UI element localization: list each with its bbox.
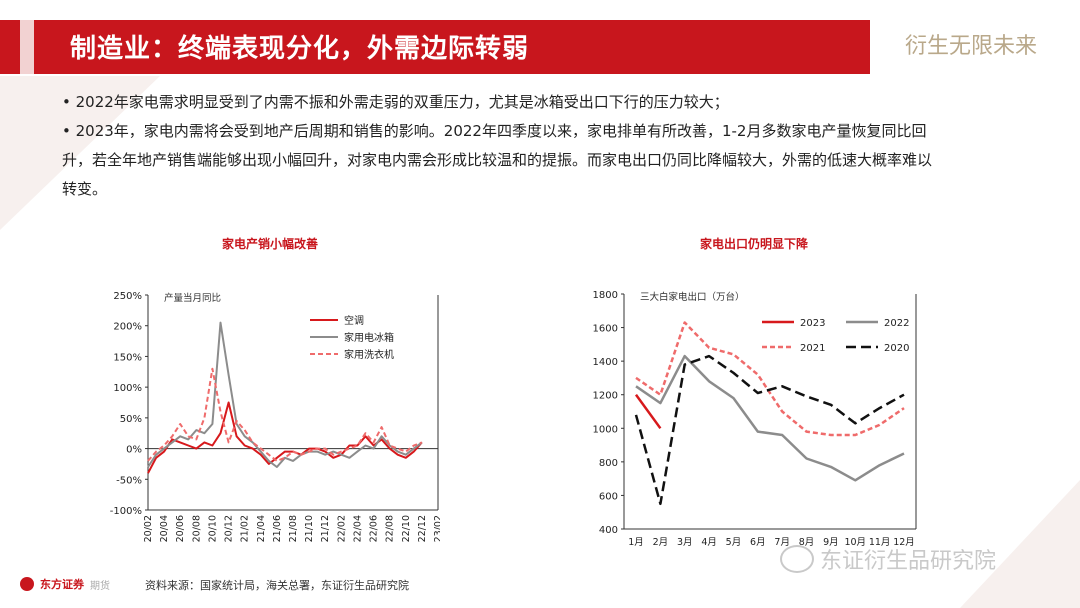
x-tick-label: 5月	[726, 537, 742, 548]
x-tick-label: 20/02	[143, 515, 154, 542]
x-tick-label: 22/10	[401, 515, 412, 542]
x-tick-label: 20/04	[159, 515, 170, 542]
x-tick-label: 22/04	[352, 515, 363, 542]
y-tick-label: 1200	[593, 391, 618, 402]
chart-left: 250% 200% 150% 100% 50% 0% -50% -100%20/02 20/04…	[110, 291, 440, 542]
y-tick-label: 1400	[593, 357, 618, 368]
series-line-2021	[635, 321, 905, 437]
y-tick-label: 400	[599, 525, 618, 536]
legend-label: 空调	[344, 314, 364, 327]
slogan: 衍生无限未来	[905, 34, 1038, 59]
source-note: 资料来源：国家统计局，海关总署，东证衍生品研究院	[145, 579, 409, 592]
y-tick-label: 1800	[593, 290, 618, 301]
series-line-2020	[634, 354, 905, 506]
x-tick-label: 12月	[893, 537, 915, 548]
chart-title-right: 家电出口仍明显下降	[700, 237, 809, 251]
legend-label: 2022	[884, 318, 909, 329]
chart-title-left: 家电产销小幅改善	[222, 237, 319, 251]
y-tick-label: 250%	[113, 291, 142, 302]
bullet-list: • 2022年家电需求明显受到了内需不振和外需走弱的双重压力，尤其是冰箱受出口下…	[62, 88, 942, 204]
x-tick-label: 20/10	[207, 515, 218, 542]
x-tick-label: 10月	[844, 537, 866, 548]
y-tick-label: 50%	[120, 414, 142, 425]
x-tick-label: 11月	[869, 537, 891, 548]
y-tick-label: 0%	[126, 445, 142, 456]
x-tick-label: 22/02	[336, 515, 347, 542]
x-tick-label: 22/08	[385, 515, 396, 542]
x-tick-label: 21/08	[288, 515, 299, 542]
series-line-2023	[634, 393, 662, 430]
x-tick-label: 21/10	[304, 515, 315, 542]
page-title: 制造业：终端表现分化，外需边际转弱	[70, 34, 530, 64]
legend-label: 2023	[800, 318, 825, 329]
legend-label: 2020	[884, 343, 909, 354]
y-tick-label: -50%	[116, 475, 142, 486]
x-tick-label: 6月	[750, 537, 766, 548]
x-tick-label: 9月	[823, 537, 839, 548]
legend-label: 家用电冰箱	[344, 331, 394, 344]
wechat-icon	[780, 545, 814, 573]
logo-name: 东方证券	[40, 578, 84, 591]
x-tick-label: 23/02	[433, 515, 440, 542]
x-tick-label: 20/06	[175, 515, 186, 542]
watermark: 东证衍生品研究院	[780, 543, 996, 575]
y-tick-label: 100%	[113, 383, 142, 394]
chart-right: 1800 1600 1400 1200 1000 800 600 400 1月 2月 3月 4月 5月 6…	[593, 290, 917, 548]
series-line-2022	[635, 354, 905, 482]
x-tick-label: 2月	[653, 537, 669, 548]
x-tick-label: 1月	[628, 537, 644, 548]
x-tick-label: 21/12	[320, 515, 331, 542]
legend-label: 家用洗衣机	[344, 348, 394, 361]
x-tick-label: 3月	[677, 537, 693, 548]
x-tick-label: 20/08	[191, 515, 202, 542]
y-tick-label: 800	[599, 458, 618, 469]
series-line-家用电冰箱	[147, 321, 423, 468]
x-tick-label: 7月	[774, 537, 790, 548]
x-tick-label: 21/04	[256, 515, 267, 542]
x-tick-label: 21/06	[272, 515, 283, 542]
legend-label: 2021	[800, 343, 825, 354]
title-bar	[0, 20, 870, 74]
x-tick-label: 22/12	[417, 515, 428, 542]
x-tick-label: 20/12	[224, 515, 235, 542]
x-tick-label: 8月	[799, 537, 815, 548]
y-tick-label: 1600	[593, 324, 618, 335]
chart-annotation: 产量当月同比	[164, 292, 221, 304]
watermark-text: 东证衍生品研究院	[820, 549, 997, 574]
y-tick-label: -100%	[110, 506, 142, 517]
y-tick-label: 600	[599, 491, 618, 502]
chart-annotation: 三大白家电出口（万台）	[640, 291, 745, 303]
bullet-item: • 2022年家电需求明显受到了内需不振和外需走弱的双重压力，尤其是冰箱受出口下…	[62, 93, 729, 111]
y-tick-label: 150%	[113, 352, 142, 363]
x-tick-label: 22/06	[369, 515, 380, 542]
x-tick-label: 21/02	[240, 515, 251, 542]
y-tick-label: 200%	[113, 322, 142, 333]
logo-sub: 期货	[90, 580, 110, 592]
x-tick-label: 4月	[701, 537, 717, 548]
company-logo: 东方证券 期货	[20, 574, 110, 594]
logo-icon	[20, 577, 34, 591]
series-line-家用洗衣机	[147, 367, 423, 462]
bullet-item: • 2023年，家电内需将会受到地产后周期和销售的影响。2022年四季度以来，家…	[62, 122, 933, 198]
y-tick-label: 1000	[593, 424, 618, 435]
